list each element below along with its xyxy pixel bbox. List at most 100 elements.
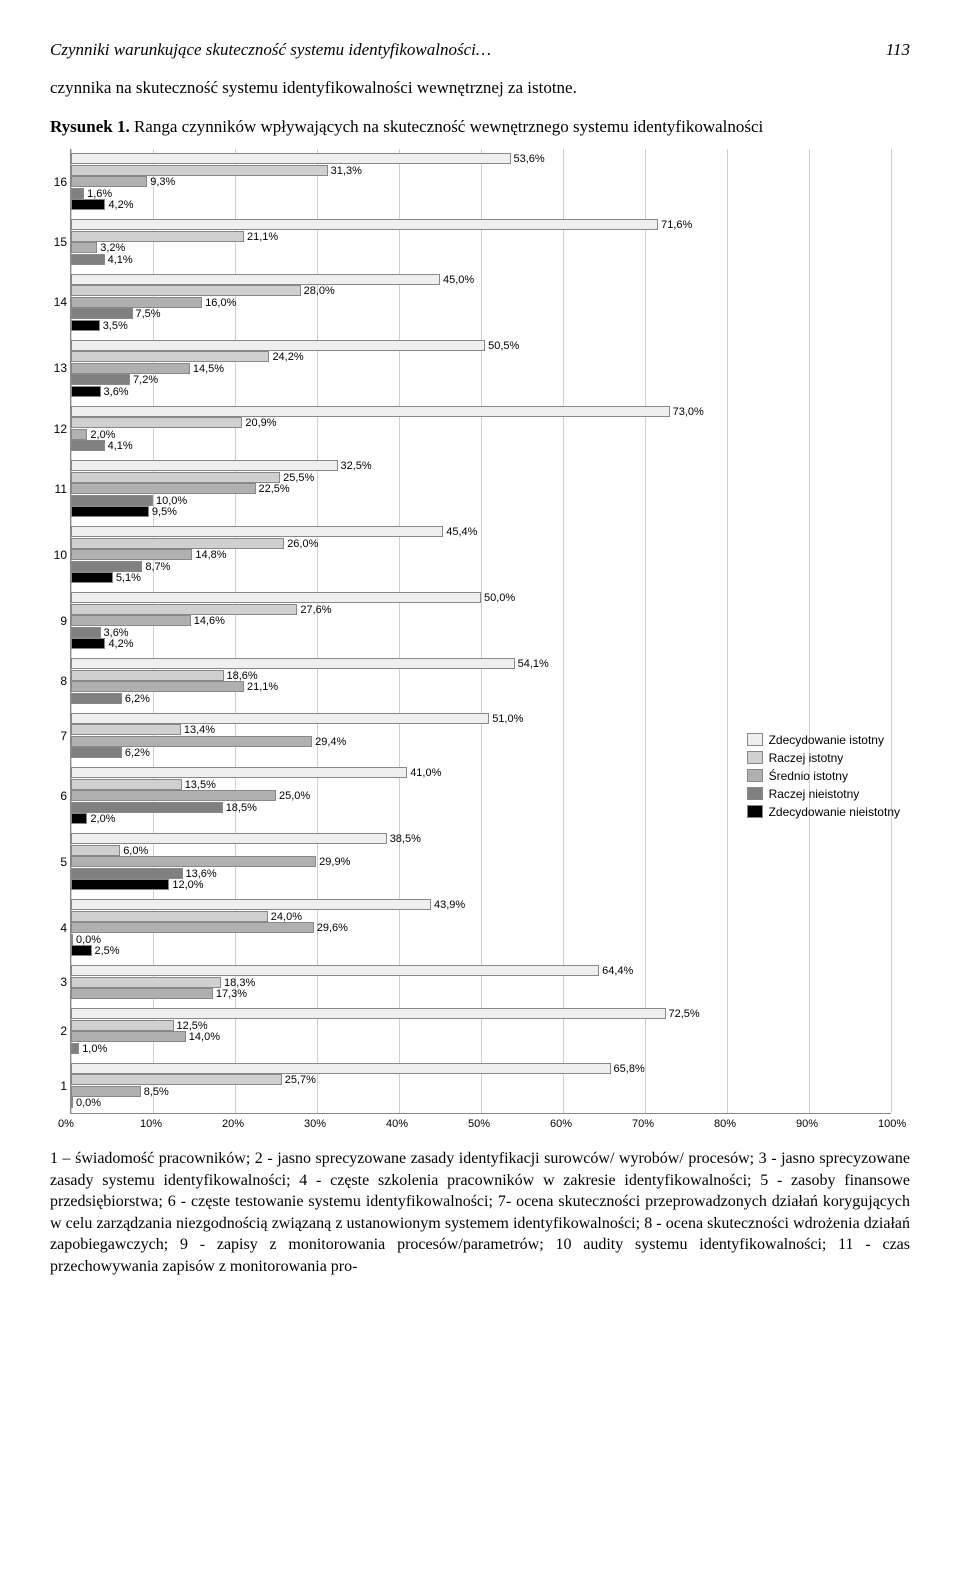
bar-row: 3,6% [71, 386, 891, 397]
bar-value-label: 12,5% [177, 1020, 208, 1032]
bar-row: 26,0% [71, 538, 891, 549]
bar-row: 1,0% [71, 1043, 891, 1054]
running-title: Czynniki warunkujące skuteczność systemu… [50, 40, 491, 60]
bar: 1,6% [71, 188, 84, 199]
bar: 4,2% [71, 199, 105, 210]
bar: 13,5% [71, 779, 182, 790]
legend-label: Raczej istotny [769, 751, 844, 765]
bar-value-label: 54,1% [518, 658, 549, 670]
bar-row: 43,9% [71, 899, 891, 910]
bar-value-label: 71,6% [661, 219, 692, 231]
bar: 25,5% [71, 472, 280, 483]
bar-value-label: 21,1% [247, 681, 278, 693]
bar: 3,2% [71, 242, 97, 253]
bar: 14,8% [71, 549, 192, 560]
bar-value-label: 65,8% [614, 1063, 645, 1075]
bar-row: 25,7% [71, 1074, 891, 1085]
legend-swatch [747, 787, 763, 800]
bar: 28,0% [71, 285, 301, 296]
bar: 3,6% [71, 627, 101, 638]
bar-row: 72,5% [71, 1008, 891, 1019]
legend-item: Raczej istotny [747, 751, 900, 765]
bar-value-label: 51,0% [492, 713, 523, 725]
bar-value-label: 31,3% [331, 165, 362, 177]
category-group: 272,5%12,5%14,0%1,0% [71, 1004, 891, 1059]
category-group: 1653,6%31,3%9,3%1,6%4,2% [71, 149, 891, 215]
bar-row: 24,0% [71, 911, 891, 922]
bar: 3,5% [71, 320, 100, 331]
intro-paragraph: czynnika na skuteczność systemu identyfi… [50, 77, 910, 100]
bar: 3,6% [71, 386, 101, 397]
bar: 50,0% [71, 592, 481, 603]
category-label: 12 [45, 422, 67, 436]
bar: 72,5% [71, 1008, 666, 1019]
bar-value-label: 2,0% [90, 429, 115, 441]
bar: 27,6% [71, 604, 297, 615]
bar-row: 50,5% [71, 340, 891, 351]
bar-row: 73,0% [71, 406, 891, 417]
bar: 64,4% [71, 965, 599, 976]
bar-row: 12,5% [71, 1020, 891, 1031]
category-group: 1132,5%25,5%22,5%10,0%9,5% [71, 456, 891, 522]
bar-row: 2,0% [71, 429, 891, 440]
legend-label: Zdecydowanie nieistotny [769, 805, 900, 819]
bar-row: 22,5% [71, 483, 891, 494]
bar-row: 50,0% [71, 592, 891, 603]
page-number: 113 [886, 40, 910, 60]
legend-item: Zdecydowanie nieistotny [747, 805, 900, 819]
chart-footnote: 1 – świadomość pracowników; 2 - jasno sp… [50, 1148, 910, 1278]
x-axis: 0%10%20%30%40%50%60%70%80%90%100% [70, 1118, 890, 1130]
bar: 25,0% [71, 790, 276, 801]
bar-value-label: 7,2% [133, 374, 158, 386]
figure-caption: Rysunek 1. Ranga czynników wpływających … [50, 117, 910, 137]
bar-value-label: 8,5% [144, 1086, 169, 1098]
bar-value-label: 18,6% [227, 670, 258, 682]
bar: 24,0% [71, 911, 268, 922]
bar-value-label: 4,2% [108, 199, 133, 211]
bar: 71,6% [71, 219, 658, 230]
bar: 54,1% [71, 658, 515, 669]
bar-value-label: 9,3% [150, 176, 175, 188]
bar: 43,9% [71, 899, 431, 910]
category-label: 11 [45, 482, 67, 496]
bar-row: 7,5% [71, 308, 891, 319]
bar-row: 1,6% [71, 188, 891, 199]
bar: 45,0% [71, 274, 440, 285]
bar: 18,3% [71, 977, 221, 988]
category-label: 2 [45, 1024, 67, 1038]
bar-row: 21,1% [71, 681, 891, 692]
bar-value-label: 22,5% [259, 483, 290, 495]
category-group: 1571,6%21,1%3,2%4,1% [71, 215, 891, 270]
bar-value-label: 4,1% [108, 440, 133, 452]
figure-title: Ranga czynników wpływających na skuteczn… [134, 117, 763, 136]
category-label: 13 [45, 361, 67, 375]
category-group: 1350,5%24,2%14,5%7,2%3,6% [71, 335, 891, 401]
bar-row: 8,7% [71, 561, 891, 572]
category-label: 8 [45, 674, 67, 688]
bar-value-label: 1,0% [82, 1043, 107, 1055]
bar-row: 29,6% [71, 922, 891, 933]
bar-value-label: 25,7% [285, 1074, 316, 1086]
bar: 4,1% [71, 254, 105, 265]
bar-value-label: 4,1% [108, 254, 133, 266]
bar: 14,0% [71, 1031, 186, 1042]
bar-row: 8,5% [71, 1086, 891, 1097]
bar-value-label: 45,4% [446, 526, 477, 538]
category-group: 443,9%24,0%29,6%0,0%2,5% [71, 895, 891, 961]
category-label: 7 [45, 729, 67, 743]
category-label: 3 [45, 975, 67, 989]
bar-value-label: 3,5% [103, 320, 128, 332]
bar-row: 65,8% [71, 1063, 891, 1074]
bar: 6,2% [71, 747, 122, 758]
bar-row: 53,6% [71, 153, 891, 164]
bar-value-label: 24,2% [272, 351, 303, 363]
bar-row: 16,0% [71, 297, 891, 308]
bar-value-label: 73,0% [673, 406, 704, 418]
bar-value-label: 43,9% [434, 899, 465, 911]
bar-row: 7,2% [71, 374, 891, 385]
bar-row: 14,6% [71, 615, 891, 626]
bar-value-label: 2,5% [95, 945, 120, 957]
bar-row: 27,6% [71, 604, 891, 615]
bar-value-label: 50,5% [488, 340, 519, 352]
legend-swatch [747, 751, 763, 764]
